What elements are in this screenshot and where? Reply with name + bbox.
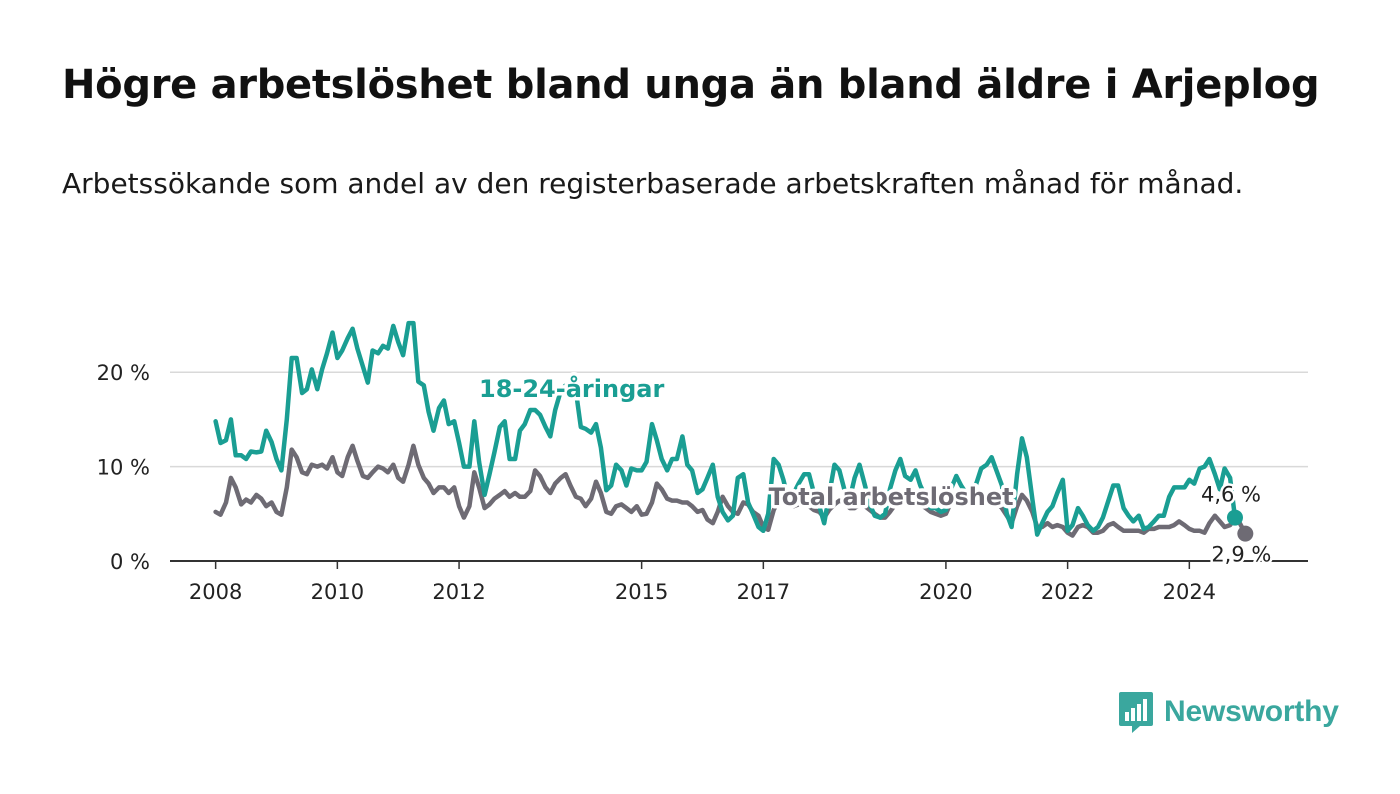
x-tick-label: 2017 xyxy=(737,580,790,604)
logo-text: Newsworthy xyxy=(1164,695,1339,728)
y-tick-label: 10 % xyxy=(97,456,150,480)
axes: 0 % 10 % 20 % 2008 2010 2012 2015 2017 2020 2022 2… xyxy=(97,361,1308,604)
series-end-point xyxy=(1237,525,1254,542)
page-subtitle: Arbetssökande som andel av den registerb… xyxy=(62,167,1244,200)
y-tick-label: 0 % xyxy=(110,550,150,574)
series-end-label: 4,6 % xyxy=(1201,483,1261,507)
page-title: Högre arbetslöshet bland unga än bland ä… xyxy=(62,62,1320,108)
x-tick-label: 2010 xyxy=(311,580,364,604)
x-tick-label: 2012 xyxy=(432,580,485,604)
bar-chart-speech-bubble-icon xyxy=(1119,692,1153,733)
y-tick-label: 20 % xyxy=(97,361,150,385)
newsworthy-logo: Newsworthy xyxy=(1118,690,1339,734)
x-tick-label: 2022 xyxy=(1041,580,1094,604)
x-tick-label: 2015 xyxy=(615,580,668,604)
series-line-18-24-ringar xyxy=(213,320,1238,537)
series-line-total-arbetsl-shet xyxy=(213,443,1248,538)
series-label: Total arbetslöshet xyxy=(769,483,1014,511)
x-tick-label: 2020 xyxy=(919,580,972,604)
x-tick-label: 2008 xyxy=(189,580,242,604)
grid-lines xyxy=(170,371,1308,468)
series-end-point xyxy=(1226,509,1243,526)
series-lines xyxy=(213,320,1248,538)
series-label: 18-24-åringar xyxy=(479,374,664,403)
chart-labels: 18-24-åringar 4,6 % Total arbetslöshet 2,9 … xyxy=(476,371,1274,569)
x-tick-label: 2024 xyxy=(1163,580,1216,604)
series-end-label: 2,9 % xyxy=(1211,543,1271,567)
